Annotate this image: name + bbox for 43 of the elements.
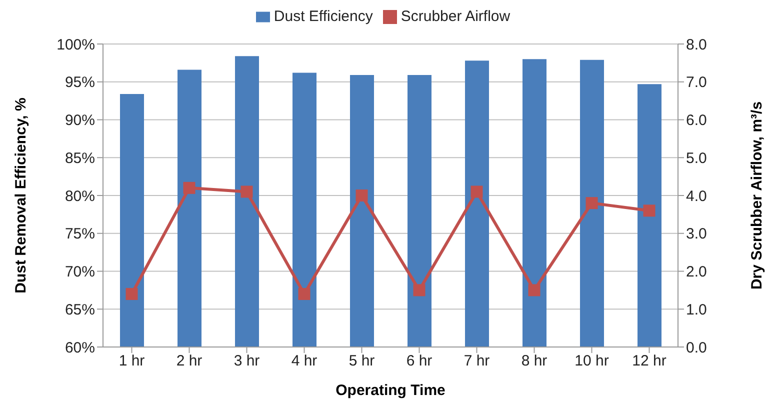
y2-tick-label: 7.0 bbox=[686, 74, 707, 92]
y2-tick-label: 0.0 bbox=[686, 339, 707, 356]
point bbox=[356, 190, 368, 202]
point bbox=[528, 284, 540, 296]
y-tick-label: 75% bbox=[64, 226, 95, 243]
point bbox=[413, 284, 426, 296]
x-tick-label: 2 hr bbox=[176, 352, 202, 370]
y2-tick-label: 8.0 bbox=[686, 36, 707, 54]
legend-label: Dust Efficiency bbox=[274, 8, 373, 25]
point bbox=[470, 186, 483, 198]
x-tick-label: 1 hr bbox=[118, 352, 145, 370]
x-axis-title: Operating Time bbox=[336, 382, 446, 399]
y2-tick-label: 3.0 bbox=[686, 226, 707, 243]
point bbox=[126, 288, 138, 300]
point bbox=[183, 182, 196, 194]
y2-tick-label: 5.0 bbox=[686, 150, 707, 167]
x-tick-label: 7 hr bbox=[464, 352, 490, 370]
point bbox=[586, 197, 598, 210]
y2-axis-title: Dry Scrubber Airflow, m³/s bbox=[748, 101, 766, 290]
y-tick-label: 65% bbox=[64, 301, 95, 318]
x-tick-label: 5 hr bbox=[348, 352, 375, 370]
x-tick-label: 10 hr bbox=[574, 352, 609, 370]
x-tick-label: 8 hr bbox=[521, 352, 548, 370]
y-tick-label: 60% bbox=[64, 339, 95, 356]
y2-tick-label: 2.0 bbox=[686, 264, 707, 281]
y2-tick-label: 4.0 bbox=[686, 188, 707, 205]
x-tick-label: 12 hr bbox=[632, 352, 666, 370]
point bbox=[240, 186, 253, 198]
x-tick-label: 4 hr bbox=[291, 352, 318, 370]
y-tick-label: 90% bbox=[64, 112, 95, 130]
y2-tick-label: 6.0 bbox=[686, 112, 707, 130]
y-tick-label: 95% bbox=[64, 74, 95, 92]
legend-label: Scrubber Airflow bbox=[400, 8, 510, 25]
y2-tick-label: 1.0 bbox=[686, 301, 707, 318]
x-tick-label: 6 hr bbox=[406, 352, 432, 370]
y-tick-label: 80% bbox=[64, 188, 95, 205]
point bbox=[643, 204, 656, 217]
point bbox=[298, 288, 310, 300]
y-tick-label: 70% bbox=[64, 264, 95, 281]
y-axis-title: Dust Removal Efficiency, % bbox=[12, 98, 30, 294]
y-tick-label: 100% bbox=[56, 36, 95, 54]
x-tick-label: 3 hr bbox=[234, 352, 260, 370]
y-tick-label: 85% bbox=[64, 150, 95, 167]
